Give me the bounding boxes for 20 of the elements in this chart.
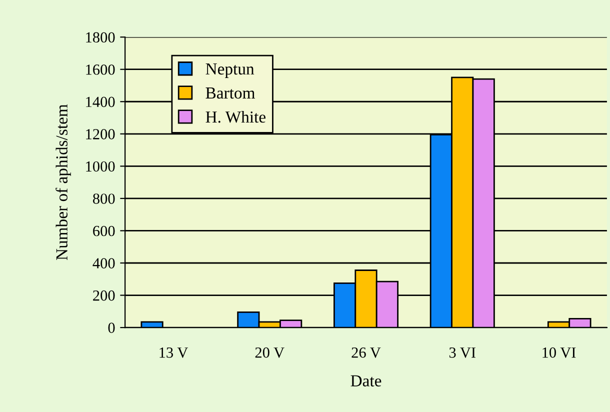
legend-label: Bartom xyxy=(206,88,255,99)
y-tick-label: 200 xyxy=(93,290,115,301)
x-tick-label: 13 V xyxy=(160,347,188,358)
y-tick-label: 1800 xyxy=(86,32,115,43)
y-tick-label: 1400 xyxy=(86,96,115,108)
y-tick-label: 800 xyxy=(92,194,115,204)
legend-label: Neptun xyxy=(206,64,254,78)
y-tick-label: 600 xyxy=(93,226,115,236)
x-tick-label: 20 V xyxy=(255,347,284,358)
x-tick-label: 10 VI xyxy=(542,347,576,358)
x-tick-label: 3 VI xyxy=(449,347,476,358)
y-tick-label: 1600 xyxy=(86,64,115,75)
legend-label: H. White xyxy=(206,110,266,123)
y-tick-label: 0 xyxy=(108,322,115,333)
y-tick-label: 400 xyxy=(92,258,115,268)
y-tick-label: 1000 xyxy=(86,161,115,172)
x-tick-label: 26 V xyxy=(352,347,381,358)
x-axis-title: Date xyxy=(350,375,382,386)
y-axis-title: Number of aphids/stem xyxy=(56,104,71,260)
y-tick-label: 1200 xyxy=(86,129,115,140)
